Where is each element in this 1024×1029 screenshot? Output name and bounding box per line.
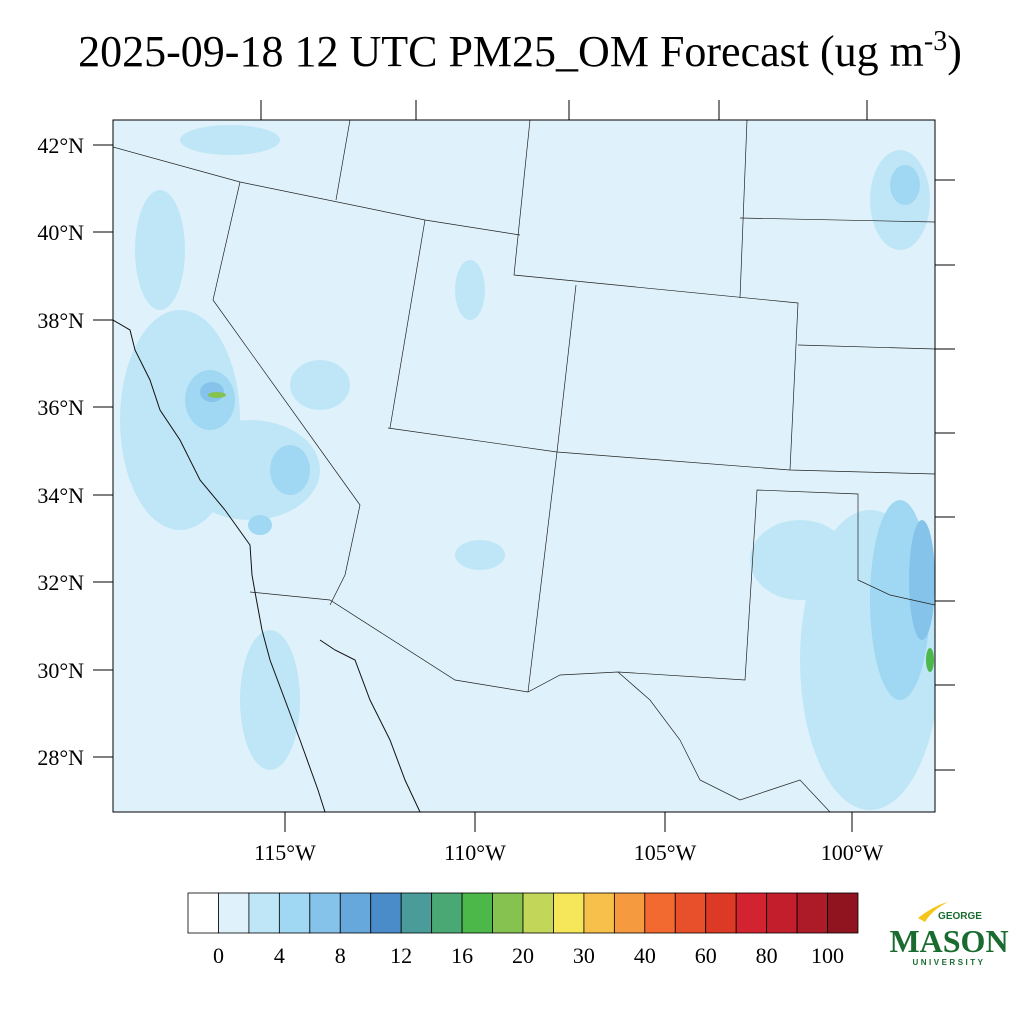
colorbar-label: 12 xyxy=(390,943,412,968)
colorbar-label: 4 xyxy=(274,943,285,968)
pm-hotspot xyxy=(926,648,934,672)
lat-label: 28°N xyxy=(37,745,84,770)
state-border xyxy=(335,120,351,201)
map-frame xyxy=(112,119,936,813)
state-border xyxy=(212,181,361,606)
title-superscript: -3 xyxy=(924,26,947,57)
colorbar-label: 30 xyxy=(573,943,595,968)
frame-ticks xyxy=(93,100,955,832)
logo-bottom: UNIVERSITY xyxy=(912,958,985,967)
axis-labels: 42°N 40°N 38°N 36°N 34°N 32°N 30°N 28°N 115°W 110… xyxy=(37,133,883,865)
colorbar-box xyxy=(461,892,493,934)
colorbar-box xyxy=(187,892,219,934)
colorbar-box xyxy=(553,892,585,934)
state-border xyxy=(389,219,426,429)
state-border xyxy=(387,427,935,475)
colorbar-label: 60 xyxy=(695,943,717,968)
colorbar-box xyxy=(339,892,372,934)
logo-main: MASON xyxy=(889,923,1008,959)
lat-label: 38°N xyxy=(37,308,84,333)
logo-swoosh xyxy=(918,902,948,922)
colorbar-box xyxy=(431,892,463,934)
colorbar-box xyxy=(522,892,554,934)
colorbar-label: 0 xyxy=(213,943,224,968)
colorbar-box xyxy=(248,892,280,934)
lat-label: 32°N xyxy=(37,570,84,595)
state-border xyxy=(739,217,935,223)
colorbar-box xyxy=(492,892,524,934)
logo-top: GEORGE xyxy=(938,911,982,922)
lon-label: 100°W xyxy=(821,840,884,865)
colorbar: 0 4 8 12 16 20 30 40 60 80 100 xyxy=(187,892,859,968)
logo: GEORGE MASON UNIVERSITY xyxy=(889,902,1009,967)
colorbar-box xyxy=(827,892,859,934)
title-closing: ) xyxy=(947,27,962,76)
lon-label: 105°W xyxy=(634,840,697,865)
colorbar-label: 16 xyxy=(451,943,473,968)
colorbar-box xyxy=(766,892,798,934)
colorbar-label: 20 xyxy=(512,943,534,968)
title-text: 2025-09-18 12 UTC PM25_OM Forecast (ug m xyxy=(78,27,924,76)
colorbar-box xyxy=(370,892,402,934)
colorbar-label: 8 xyxy=(335,943,346,968)
lon-label: 115°W xyxy=(254,840,316,865)
colorbar-box xyxy=(613,892,646,934)
lat-label: 40°N xyxy=(37,220,84,245)
colorbar-box xyxy=(705,892,737,934)
colorbar-box xyxy=(644,892,676,934)
lon-label: 110°W xyxy=(444,840,506,865)
state-border xyxy=(249,489,935,693)
colorbar-box xyxy=(735,892,768,934)
lat-label: 30°N xyxy=(37,658,84,683)
colorbar-box xyxy=(278,892,311,934)
colorbar-label: 80 xyxy=(756,943,778,968)
state-border xyxy=(113,146,521,236)
colorbar-box xyxy=(583,892,615,934)
state-border xyxy=(513,120,799,471)
colorbar-label: 100 xyxy=(811,943,844,968)
colorbar-box xyxy=(309,892,341,934)
colorbar-box xyxy=(796,892,828,934)
colorbar-box xyxy=(218,892,250,934)
country-border xyxy=(617,671,831,812)
lat-label: 42°N xyxy=(37,133,84,158)
colorbar-box xyxy=(400,892,433,934)
colorbar-box xyxy=(674,892,707,934)
pm-hotspot xyxy=(208,392,226,398)
state-border xyxy=(739,120,748,299)
state-border xyxy=(797,344,935,350)
lat-label: 34°N xyxy=(37,483,84,508)
lat-label: 36°N xyxy=(37,395,84,420)
coastline xyxy=(319,639,421,812)
coastline xyxy=(113,319,326,812)
colorbar-label: 40 xyxy=(634,943,656,968)
title: 2025-09-18 12 UTC PM25_OM Forecast (ug m… xyxy=(78,26,962,76)
map-field xyxy=(113,120,935,812)
